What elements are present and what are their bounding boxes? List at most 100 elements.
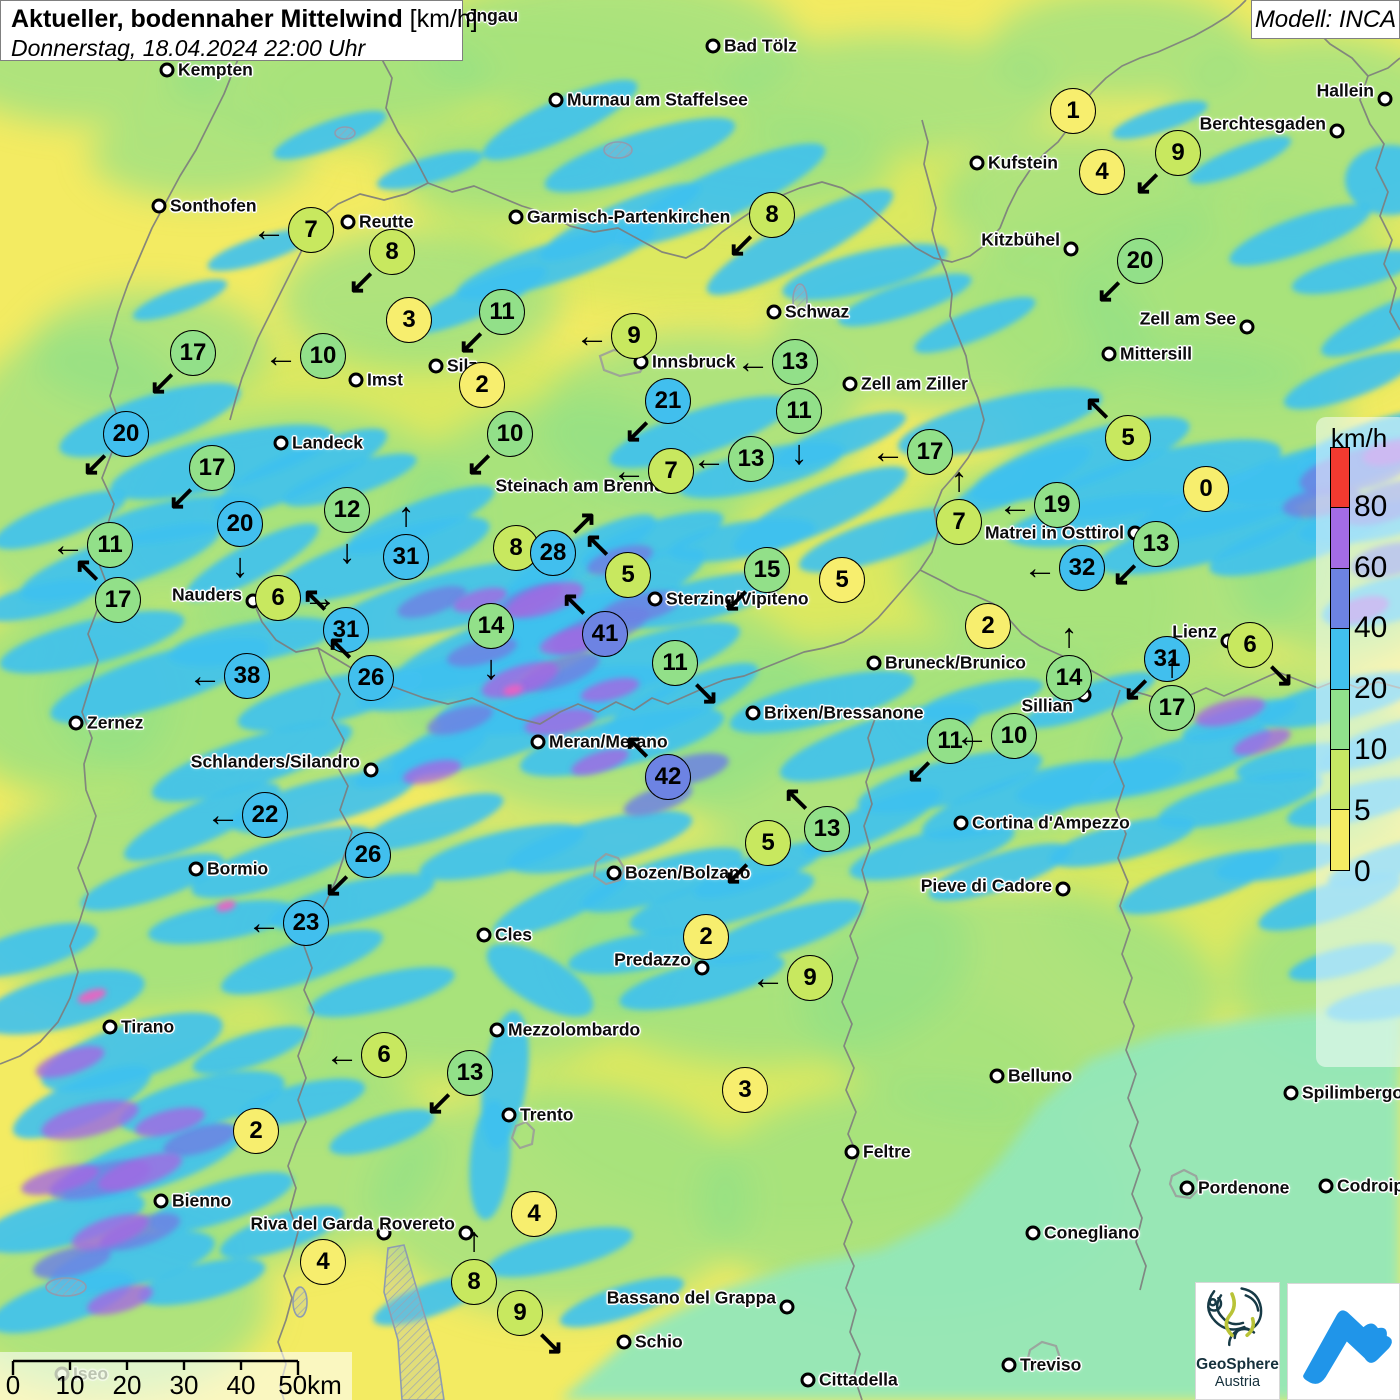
city-label: Kufstein: [988, 152, 1058, 173]
wind-marker: 3: [386, 297, 432, 343]
wind-speed-value: 20: [1126, 247, 1154, 274]
wind-direction-arrow-icon: ↓: [231, 547, 249, 585]
wind-direction-arrow-icon: ↙: [623, 412, 653, 451]
lake-garda: [383, 1244, 445, 1400]
wind-speed-value: 6: [377, 1041, 391, 1068]
city-label: Mezzolombardo: [508, 1019, 641, 1040]
city-dot: [606, 865, 622, 881]
wind-direction-arrow-icon: ↙: [1095, 272, 1125, 311]
city-dot: [1001, 1357, 1017, 1373]
wind-speed-value: 8: [385, 238, 399, 265]
wind-marker: 26: [348, 655, 394, 701]
wind-direction-arrow-icon: ↙: [905, 752, 935, 791]
wind-speed-value: 14: [477, 612, 505, 639]
wind-direction-arrow-icon: ↙: [347, 263, 377, 302]
wind-marker: 6: [1227, 622, 1273, 668]
city-label: Brixen/Bressanone: [764, 702, 924, 723]
legend-band: [1331, 810, 1349, 870]
city-label: Garmisch-Partenkirchen: [527, 206, 731, 227]
wind-direction-arrow-icon: ↖: [73, 550, 103, 589]
wind-marker: 3: [722, 1067, 768, 1113]
city-label: Feltre: [863, 1141, 911, 1162]
lake-shapes: [45, 126, 808, 1400]
wind-marker: 11: [652, 640, 698, 686]
wind-marker: 5: [1105, 415, 1151, 461]
city-dot: [530, 734, 546, 750]
city-label: Bassano del Grappa: [606, 1287, 776, 1308]
wind-direction-arrow-icon: ↓: [338, 533, 356, 571]
wind-speed-value: 5: [835, 566, 849, 593]
geosphere-logo-icon: [1207, 1287, 1263, 1347]
wind-direction-arrow-icon: ↖: [560, 584, 590, 623]
city-dot: [1283, 1085, 1299, 1101]
wind-marker: 41: [582, 611, 628, 657]
wind-speed-value: 12: [333, 496, 361, 523]
wind-marker: 6: [361, 1032, 407, 1078]
city-label: Tirano: [121, 1016, 175, 1037]
legend-band-label: 60: [1354, 550, 1388, 584]
wind-marker: 28: [530, 530, 576, 576]
city-label: Riva del Garda: [250, 1213, 373, 1234]
city-dot: [1101, 346, 1117, 362]
wind-marker: 17: [1149, 685, 1195, 731]
wind-speed-value: 5: [1121, 424, 1135, 451]
wind-speed-value: 2: [699, 923, 713, 950]
city-label: Treviso: [1020, 1354, 1082, 1375]
city-dot: [68, 715, 84, 731]
city-dot: [548, 92, 564, 108]
wind-marker: 42: [645, 754, 691, 800]
wind-marker: 9: [1155, 130, 1201, 176]
city-dot: [1025, 1225, 1041, 1241]
city-label: Innsbruck: [652, 351, 736, 372]
wind-direction-arrow-icon: ←: [325, 1036, 359, 1074]
city-label: Matrei in Osttirol: [984, 522, 1124, 543]
wind-marker: 31: [383, 534, 429, 580]
wind-direction-arrow-icon: ↙: [722, 581, 752, 620]
legend-band: [1331, 508, 1349, 569]
wind-direction-arrow-icon: ←: [575, 317, 609, 355]
wind-direction-arrow-icon: ↖: [583, 525, 613, 564]
wind-direction-arrow-icon: ↙: [81, 445, 111, 484]
wind-marker: 11: [479, 289, 525, 335]
city-dot: [1318, 1178, 1334, 1194]
scale-tick-label: 40: [227, 1370, 256, 1400]
wind-direction-arrow-icon: ↖: [623, 727, 653, 766]
wind-speed-value: 13: [781, 348, 809, 375]
wind-speed-value: 8: [467, 1268, 481, 1295]
wind-marker: 5: [605, 552, 651, 598]
wind-speed-value: 9: [1171, 139, 1185, 166]
wind-direction-arrow-icon: ←: [264, 337, 298, 375]
legend-unit-label: km/h: [1330, 423, 1388, 453]
wind-direction-arrow-icon: ↖: [1083, 388, 1113, 427]
legend-panel: km/h 80 60 40 20 10 5 0: [1316, 417, 1400, 1067]
city-dot: [153, 1193, 169, 1209]
wind-speed-value: 14: [1055, 664, 1083, 691]
wind-speed-value: 10: [309, 342, 337, 369]
wind-speed-value: 11: [786, 397, 812, 424]
wind-speed-value: 32: [1068, 554, 1096, 581]
legend-band-label: 40: [1354, 611, 1388, 645]
wind-speed-value: 31: [1153, 645, 1181, 672]
city-dot: [866, 655, 882, 671]
wind-speed-value: 6: [1243, 631, 1257, 658]
wind-speed-value: 1: [1066, 97, 1080, 124]
wind-direction-arrow-icon: ↙: [727, 226, 757, 265]
wind-direction-arrow-icon: ↖: [301, 580, 331, 619]
wind-speed-value: 26: [354, 841, 382, 868]
wind-marker: 32: [1059, 545, 1105, 591]
city-dot: [705, 38, 721, 54]
partial-city-label: ongau: [465, 5, 519, 26]
wind-direction-arrow-icon: ↙: [167, 479, 197, 518]
wind-marker: 17: [95, 577, 141, 623]
wind-marker: 5: [819, 557, 865, 603]
city-dot: [458, 1225, 474, 1241]
wind-marker: 31: [323, 607, 369, 653]
wind-speed-value: 5: [761, 829, 775, 856]
legend-band: [1331, 568, 1349, 630]
wind-direction-arrow-icon: ↖: [326, 628, 356, 667]
city-label: Sonthofen: [170, 195, 257, 216]
wind-marker: 8: [369, 229, 415, 275]
map-title: Aktueller, bodennaher Mittelwind [km/h]: [11, 5, 478, 33]
